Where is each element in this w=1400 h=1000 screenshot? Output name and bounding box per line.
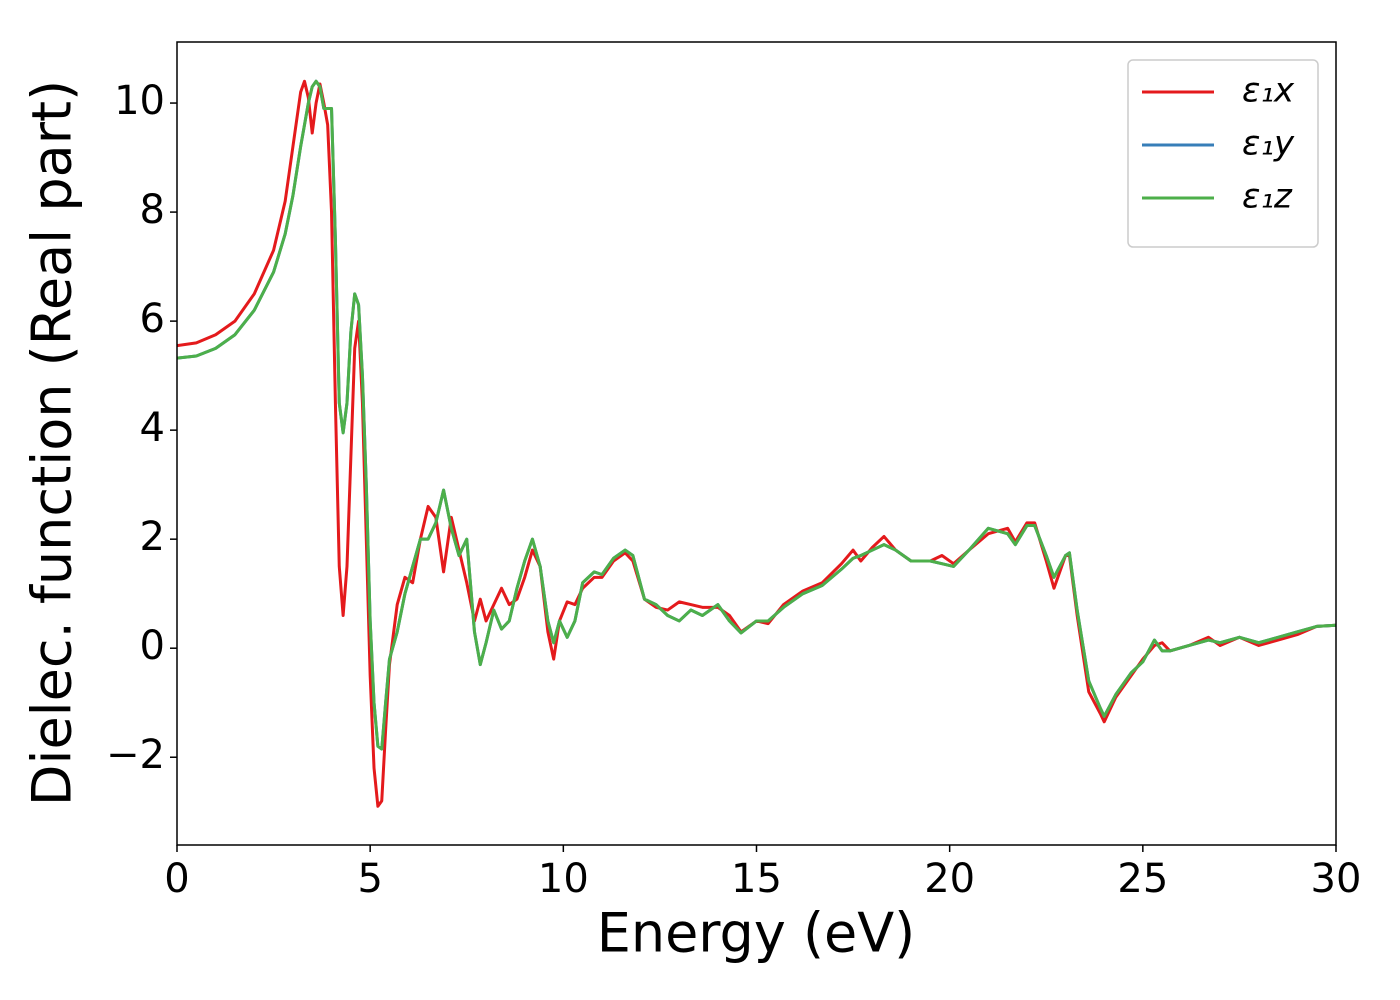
y-tick-label: 4 bbox=[140, 405, 165, 451]
legend-box bbox=[1127, 59, 1319, 248]
legend-label: ε₁x bbox=[1242, 71, 1295, 111]
y-axis-label: Dielec. function (Real part) bbox=[21, 80, 84, 806]
y-tick-label: 6 bbox=[140, 296, 165, 342]
y-tick-label: 0 bbox=[140, 623, 165, 669]
x-axis-label: Energy (eV) bbox=[597, 902, 916, 965]
data-line bbox=[177, 79, 1336, 751]
y-tick-label: 2 bbox=[140, 514, 165, 560]
y-tick-label: −2 bbox=[106, 732, 165, 778]
x-tick-label: 5 bbox=[357, 856, 382, 902]
y-tick-label: 8 bbox=[140, 187, 165, 233]
x-tick-label: 30 bbox=[1311, 856, 1362, 902]
x-tick-label: 0 bbox=[164, 856, 189, 902]
legend-label: ε₁y bbox=[1242, 124, 1295, 164]
x-tick-label: 20 bbox=[924, 856, 975, 902]
x-tick-label: 10 bbox=[538, 856, 589, 902]
plot-frame bbox=[176, 41, 1337, 846]
x-tick-label: 15 bbox=[731, 856, 782, 902]
x-tick-label: 25 bbox=[1117, 856, 1168, 902]
y-tick-label: 10 bbox=[114, 78, 165, 124]
legend-label: ε₁z bbox=[1242, 177, 1293, 217]
